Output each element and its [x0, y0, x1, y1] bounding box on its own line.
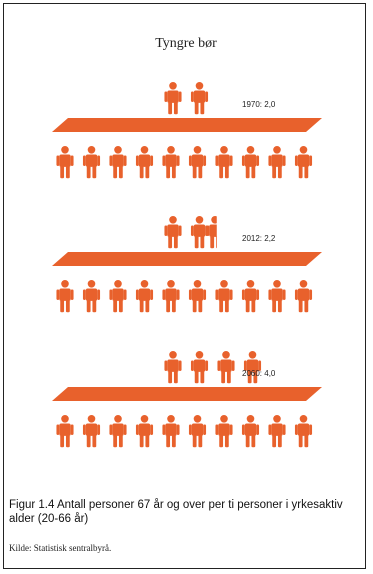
worker-person-icon-1970-8: [241, 146, 260, 179]
figure-caption: Figur 1.4 Antall personer 67 år og over …: [9, 499, 343, 525]
elder-person-icon-2060-2: [190, 351, 209, 384]
elder-person-icon-2012-partial: [206, 216, 217, 249]
worker-person-icon-2012-5: [162, 280, 180, 313]
worker-person-icon-1970-1: [56, 146, 74, 179]
worker-person-icon-2012-10: [294, 280, 313, 313]
worker-person-icon-2012-9: [268, 280, 286, 313]
year-label-2012: 2012: 2,2: [242, 234, 276, 243]
panels: 1970: 2,0 2012: 2,2 2060: 4,0: [52, 82, 322, 448]
year-label-2060: 2060: 4,0: [242, 369, 276, 378]
worker-person-icon-1970-5: [162, 146, 180, 179]
worker-person-icon-1970-10: [294, 146, 313, 179]
worker-person-icon-1970-7: [215, 146, 233, 179]
worker-person-icon-2060-8: [241, 415, 260, 448]
worker-person-icon-1970-2: [82, 146, 101, 179]
worker-person-icon-2012-7: [215, 280, 233, 313]
infographic: Tyngre bør 1970: 2,0 2012: 2,2 2060: 4,0: [52, 36, 322, 448]
plank-1970: [52, 118, 322, 132]
year-label-1970: 1970: 2,0: [242, 100, 276, 109]
elder-person-icon-2012-1: [164, 216, 182, 249]
worker-person-icon-2060-5: [162, 415, 180, 448]
plank-2012: [52, 252, 322, 266]
worker-person-icon-2060-7: [215, 415, 233, 448]
elder-person-icon-2060-1: [164, 351, 182, 384]
worker-person-icon-2060-2: [82, 415, 101, 448]
worker-person-icon-2060-4: [135, 415, 154, 448]
worker-person-icon-2060-1: [56, 415, 74, 448]
elder-person-icon-1970-1: [164, 82, 182, 115]
worker-person-icon-2012-2: [82, 280, 101, 313]
worker-person-icon-2012-4: [135, 280, 154, 313]
worker-person-icon-2060-9: [268, 415, 286, 448]
elder-person-icon-2012-2: [190, 216, 209, 249]
elder-person-icon-1970-2: [190, 82, 209, 115]
worker-person-icon-2060-3: [109, 415, 127, 448]
figure-source: Kilde: Statistisk sentralbyrå.: [9, 543, 112, 553]
elder-person-icon-2060-3: [217, 351, 235, 384]
worker-person-icon-1970-3: [109, 146, 127, 179]
worker-person-icon-1970-6: [188, 146, 207, 179]
worker-person-icon-1970-9: [268, 146, 286, 179]
plank-2060: [52, 387, 322, 401]
worker-person-icon-2012-3: [109, 280, 127, 313]
worker-person-icon-2012-6: [188, 280, 207, 313]
worker-person-icon-2012-1: [56, 280, 74, 313]
figure-title: Tyngre bør: [155, 36, 217, 51]
worker-person-icon-2012-8: [241, 280, 260, 313]
elder-person-icon-2060-4: [243, 351, 262, 384]
worker-person-icon-2060-6: [188, 415, 207, 448]
worker-person-icon-2060-10: [294, 415, 313, 448]
worker-person-icon-1970-4: [135, 146, 154, 179]
